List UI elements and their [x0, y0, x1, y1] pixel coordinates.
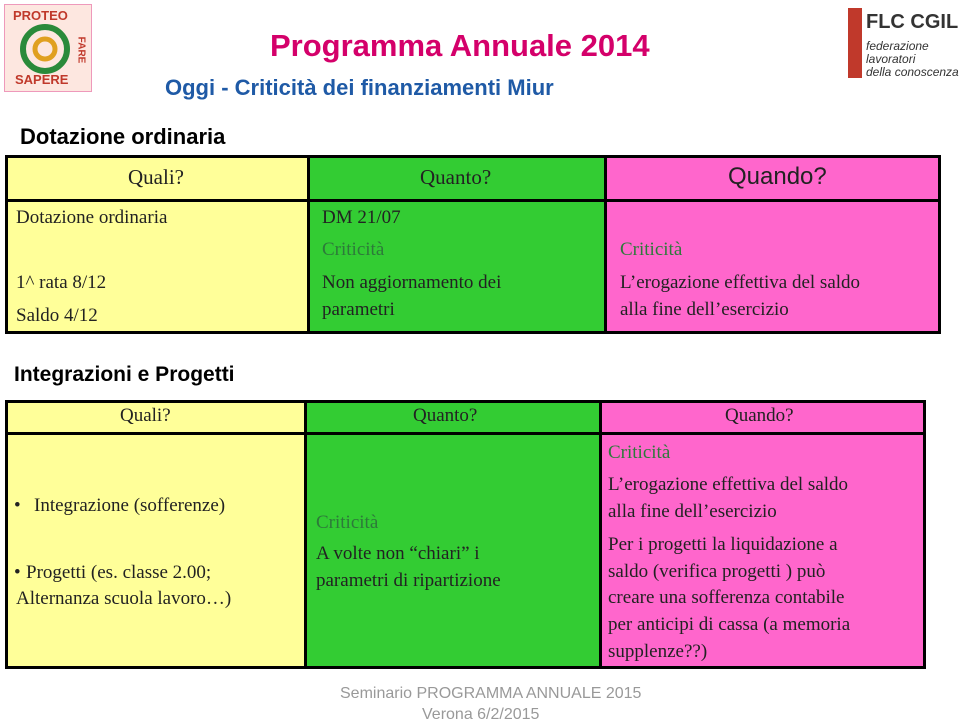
- cell-text: Alternanza scuola lavoro…): [16, 588, 232, 609]
- logo-text: PROTEO: [13, 8, 68, 23]
- col-header: Quali?: [128, 165, 184, 189]
- cell-text: L’erogazione effettiva del saldo: [608, 474, 849, 495]
- title: Programma Annuale 2014: [270, 28, 650, 63]
- cell-text: Criticità: [608, 442, 671, 463]
- cell-text: Dotazione ordinaria: [16, 207, 168, 228]
- cell-text: supplenze??): [608, 641, 708, 662]
- col-header: Quanto?: [413, 405, 478, 426]
- cell-text: DM 21/07: [322, 207, 401, 228]
- logo-text: FARE: [75, 36, 87, 64]
- col-header: Quanto?: [420, 165, 492, 189]
- cell-text: L’erogazione effettiva del saldo: [620, 272, 861, 293]
- cell-text: Progetti (es. classe 2.00;: [26, 562, 212, 583]
- logo-right: FLC CGIL federazione lavoratori della co…: [848, 8, 959, 84]
- cell: [5, 199, 310, 334]
- cell-text: parametri: [322, 299, 395, 320]
- logo-swirl: [20, 24, 70, 74]
- col-header: Quando?: [728, 163, 827, 190]
- bullet: •: [14, 495, 21, 516]
- cell-text: parametri di ripartizione: [316, 570, 501, 591]
- subtitle: Oggi - Criticità dei finanziamenti Miur: [165, 75, 554, 100]
- logo-line: lavoratori: [866, 52, 916, 66]
- logo-mark: [848, 8, 862, 78]
- section-heading: Integrazioni e Progetti: [14, 363, 235, 386]
- bullet: •: [14, 562, 21, 583]
- logo-line: federazione: [866, 39, 929, 53]
- cell-text: Saldo 4/12: [16, 305, 98, 326]
- cell-text: creare una sofferenza contabile: [608, 587, 845, 608]
- cell-text: per anticipi di cassa (a memoria: [608, 614, 851, 635]
- cell-text: A volte non “chiari” i: [316, 543, 480, 564]
- logo-line: della conoscenza: [866, 65, 959, 79]
- col-header: Quando?: [725, 405, 794, 426]
- cell-text: alla fine dell’esercizio: [620, 299, 789, 320]
- cell-text: Non aggiornamento dei: [322, 272, 502, 293]
- cell-text: 1^ rata 8/12: [16, 272, 107, 293]
- section-heading: Dotazione ordinaria: [20, 124, 226, 149]
- cell-text: saldo (verifica progetti ) può: [608, 561, 826, 582]
- header-cell: [604, 155, 941, 202]
- logo-text: SAPERE: [15, 72, 69, 87]
- cell: [304, 432, 602, 669]
- cell-text: Criticità: [620, 239, 683, 260]
- cell: [5, 432, 307, 669]
- col-header: Quali?: [120, 405, 171, 426]
- footer: Verona 6/2/2015: [422, 706, 540, 723]
- cell-text: Criticità: [322, 239, 385, 260]
- logo-name: FLC CGIL: [866, 11, 959, 33]
- logo-left: PROTEO FARE SAPERE: [4, 4, 92, 92]
- cell: [599, 432, 926, 669]
- cell-text: Per i progetti la liquidazione a: [608, 534, 838, 555]
- cell: [307, 199, 607, 334]
- footer: Seminario PROGRAMMA ANNUALE 2015: [340, 685, 642, 702]
- cell-text: Integrazione (sofferenze): [34, 495, 226, 516]
- cell-text: alla fine dell’esercizio: [608, 501, 777, 522]
- cell: [604, 199, 941, 334]
- cell-text: Criticità: [316, 512, 379, 533]
